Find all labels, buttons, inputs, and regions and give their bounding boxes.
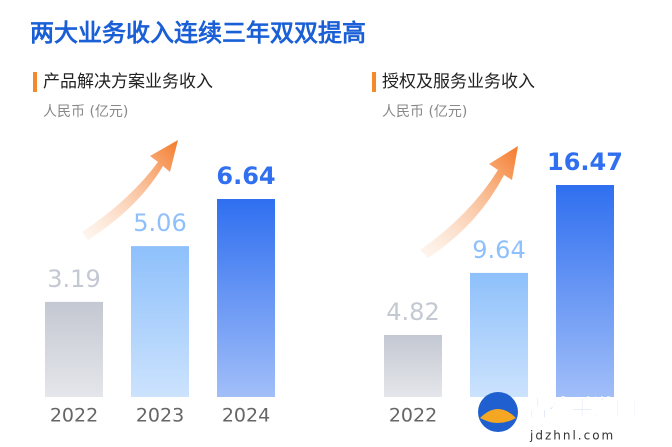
value-label: 5.06 (133, 209, 186, 237)
bar-fade (131, 246, 189, 397)
x-tick-label: 2024 (222, 405, 270, 427)
value-label: 3.19 (47, 265, 100, 293)
bar-fade (45, 301, 103, 397)
value-label: 4.82 (386, 298, 439, 326)
value-label: 16.47 (547, 148, 623, 176)
arrow (82, 140, 518, 258)
bar-fade (556, 185, 614, 397)
bar-fade (470, 272, 528, 397)
page-title: 两大业务收入连续三年双双提高 (30, 19, 366, 47)
chart-title: 授权及服务业务收入 (382, 72, 535, 92)
watermark-url: jdzhnl.com (529, 429, 615, 443)
chart-title: 产品解决方案业务收入 (43, 72, 213, 92)
x-tick-label: 2023 (136, 405, 184, 427)
unit-label: 人民币 (亿元) (43, 104, 128, 120)
accent (33, 72, 37, 92)
x-tick-label: 2022 (50, 405, 98, 427)
watermark-name: 吉德手游网 (527, 396, 637, 422)
value-label: 6.64 (216, 162, 275, 190)
accent (372, 72, 376, 92)
unit-label: 人民币 (亿元) (382, 104, 467, 120)
bar-fade (384, 334, 442, 397)
value-label: 9.64 (472, 236, 525, 264)
watermark-logo (478, 392, 518, 432)
x-tick-label: 2022 (389, 405, 437, 427)
bar-fade (217, 199, 275, 397)
